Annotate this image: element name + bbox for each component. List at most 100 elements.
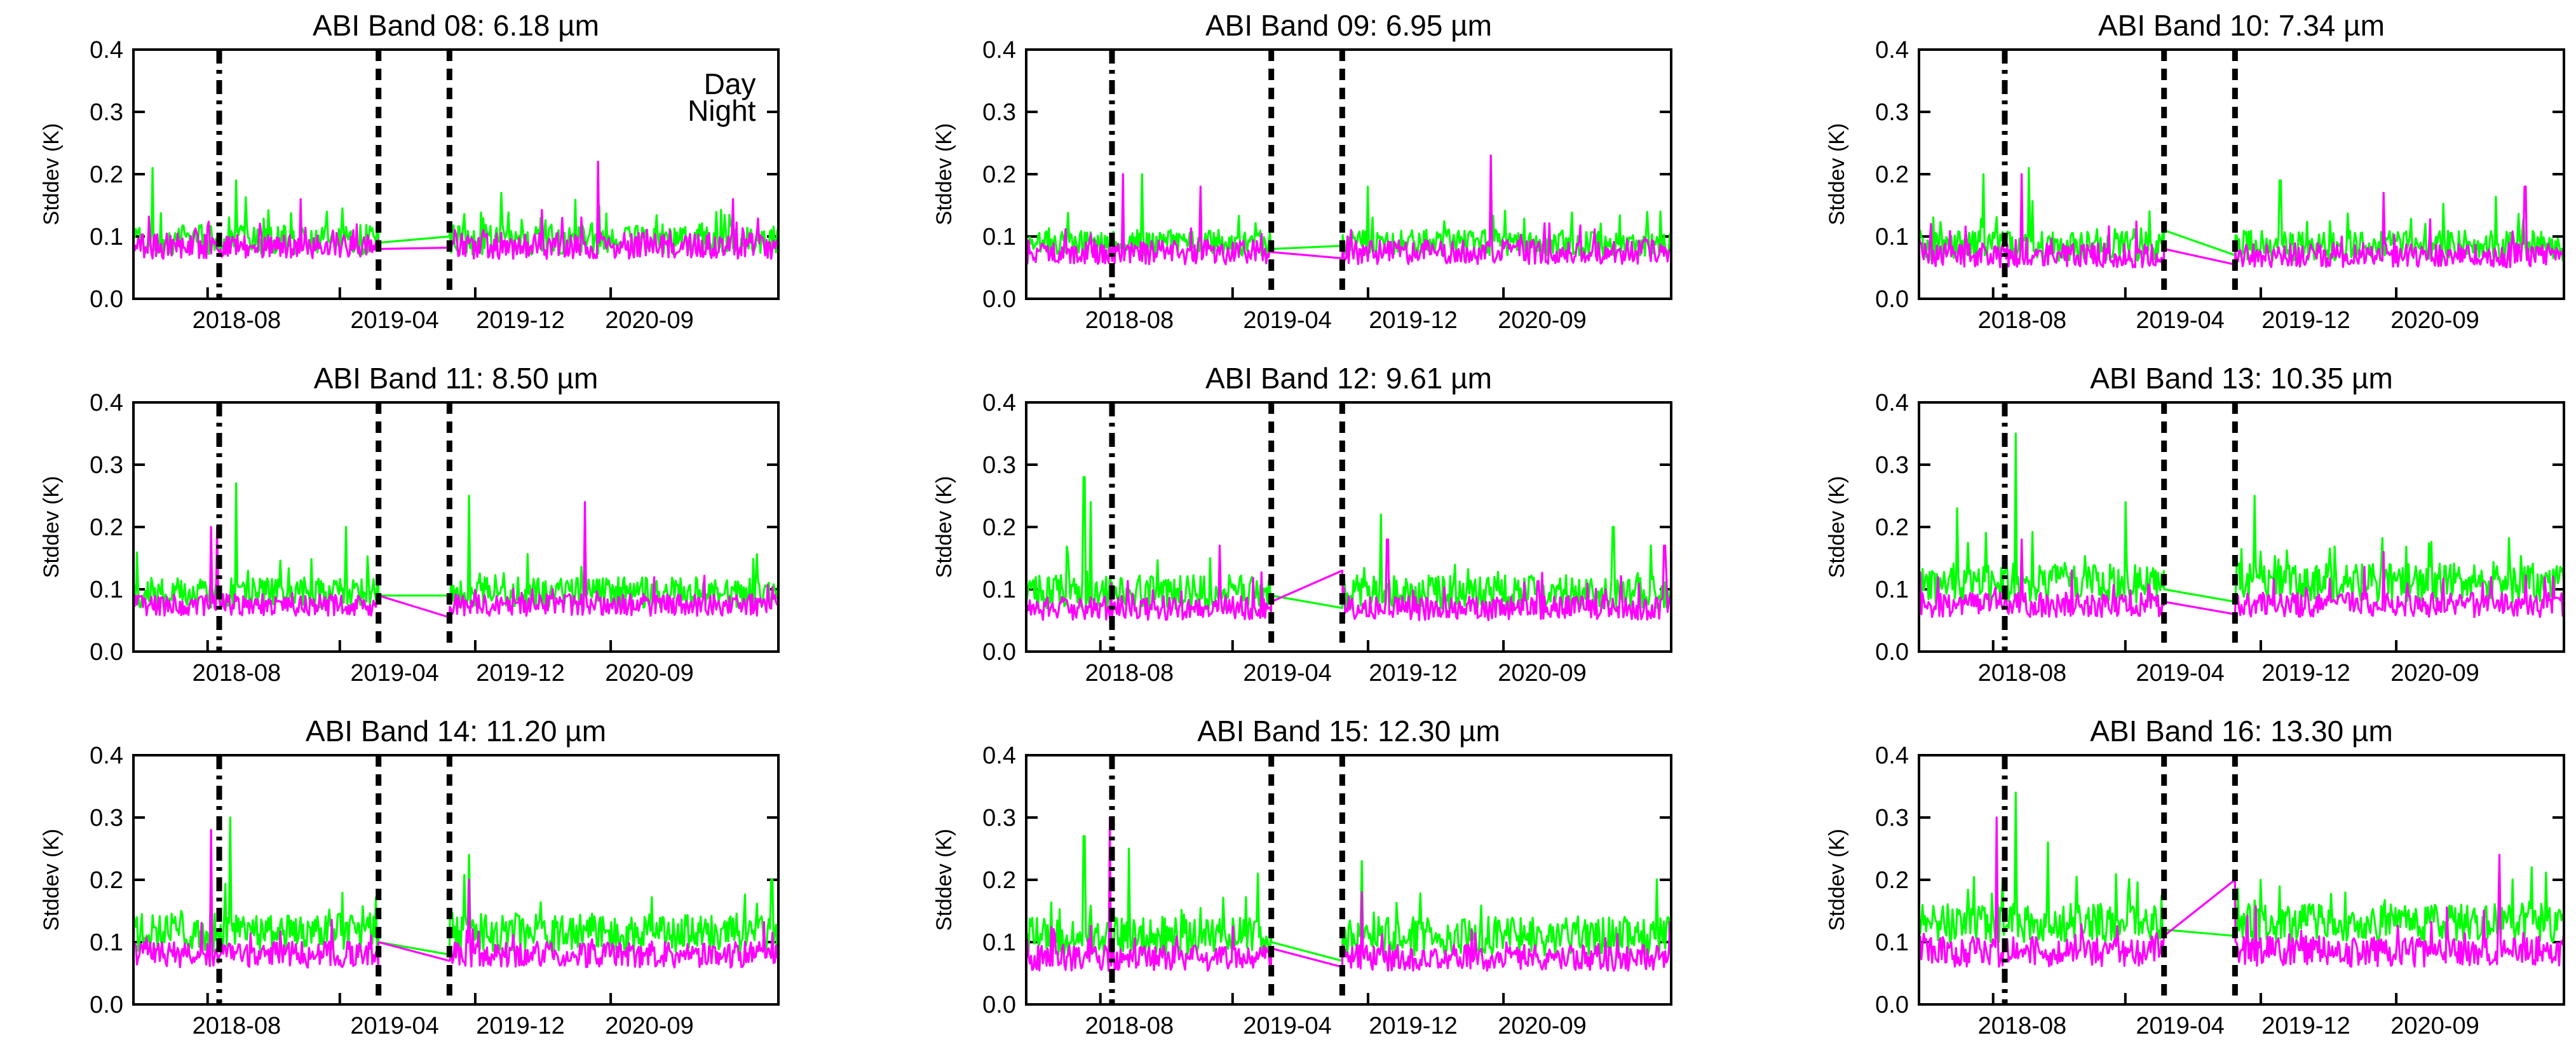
x-tick-label: 2019-04 [350, 307, 438, 334]
y-tick-label: 0.2 [1875, 161, 1909, 188]
panel-5: ABI Band 12: 9.61 µm Stddev (K) 0.0 0.1 0.2 0… [932, 362, 1672, 687]
panel-title: ABI Band 14: 11.20 µm [306, 715, 606, 748]
x-tick-label: 2020-09 [1498, 307, 1586, 334]
y-tick-label: 0.1 [1875, 224, 1909, 250]
y-tick-label: 0.4 [1875, 743, 1909, 769]
x-tick-label: 2020-09 [2390, 660, 2479, 687]
series-line-night [1025, 476, 1672, 611]
y-tick-label: 0.3 [90, 452, 123, 479]
x-tick-label: 2019-04 [1243, 307, 1331, 334]
x-tick-label: 2019-04 [1243, 1013, 1331, 1039]
y-tick-label: 0.2 [90, 161, 123, 188]
x-tick-label: 2020-09 [2390, 1013, 2479, 1039]
y-tick-label: 0.0 [90, 286, 123, 313]
series-line-day [1025, 816, 1672, 972]
x-tick-label: 2019-12 [476, 307, 564, 334]
y-axis-label: Stddev (K) [1825, 123, 1849, 226]
panel-4: ABI Band 11: 8.50 µm Stddev (K) 0.0 0.1 0.2 0… [39, 362, 780, 687]
series-line-day [133, 829, 780, 969]
y-tick-label: 0.4 [982, 37, 1016, 64]
panel-6: ABI Band 13: 10.35 µm Stddev (K) 0.0 0.1 0.2… [1825, 362, 2565, 687]
series-line-night [1918, 432, 2565, 604]
y-axis-label: Stddev (K) [932, 829, 956, 931]
plot-frame [132, 48, 780, 300]
y-tick-label: 0.1 [1875, 929, 1909, 956]
y-axis-label: Stddev (K) [932, 476, 956, 578]
series-line-day [132, 501, 779, 619]
panel-title: ABI Band 10: 7.34 µm [2098, 9, 2385, 42]
series-line-night [132, 482, 780, 609]
x-tick-label: 2019-12 [476, 660, 564, 687]
y-tick-label: 0.0 [1875, 992, 1909, 1018]
x-tick-label: 2018-08 [1978, 660, 2066, 687]
y-tick-label: 0.2 [90, 867, 123, 894]
y-tick-label: 0.4 [90, 37, 123, 64]
y-tick-label: 0.1 [90, 577, 123, 603]
x-tick-label: 2019-12 [2261, 1013, 2350, 1039]
y-tick-label: 0.0 [90, 992, 123, 1018]
series-line-night [1918, 791, 2565, 944]
x-tick-label: 2018-08 [193, 307, 281, 334]
y-tick-label: 0.2 [982, 161, 1016, 188]
y-tick-label: 0.1 [90, 224, 123, 250]
plot-frame [132, 401, 780, 653]
y-tick-label: 0.4 [1875, 390, 1909, 416]
x-tick-label: 2019-04 [1243, 660, 1331, 687]
plot-frame [1025, 401, 1672, 653]
x-tick-label: 2019-12 [1369, 660, 1457, 687]
y-tick-label: 0.1 [1875, 577, 1909, 603]
y-tick-label: 0.0 [982, 286, 1016, 313]
y-tick-label: 0.4 [982, 743, 1016, 769]
x-tick-label: 2018-08 [1085, 660, 1174, 687]
x-tick-label: 2018-08 [1085, 307, 1174, 334]
y-tick-label: 0.3 [982, 99, 1016, 126]
x-tick-label: 2019-04 [350, 1013, 438, 1039]
series-line-day [1918, 816, 2565, 968]
x-tick-label: 2019-12 [1369, 307, 1457, 334]
y-tick-label: 0.0 [1875, 286, 1909, 313]
y-tick-label: 0.3 [90, 805, 123, 832]
series-line-day [1025, 538, 1672, 622]
x-tick-label: 2019-04 [2136, 307, 2224, 334]
panel-title: ABI Band 09: 6.95 µm [1205, 9, 1492, 42]
x-tick-label: 2020-09 [2390, 307, 2479, 334]
y-tick-label: 0.0 [90, 639, 123, 666]
y-tick-label: 0.3 [1875, 452, 1909, 479]
series-line-day [132, 160, 780, 260]
x-tick-label: 2019-12 [1369, 1013, 1457, 1039]
y-tick-label: 0.0 [1875, 639, 1909, 666]
series-line-night [132, 816, 780, 956]
y-tick-label: 0.3 [982, 805, 1016, 832]
x-tick-label: 2019-04 [350, 660, 438, 687]
y-tick-label: 0.3 [1875, 805, 1909, 832]
y-tick-label: 0.2 [1875, 867, 1909, 894]
panel-9: ABI Band 16: 13.30 µm Stddev (K) 0.0 0.1 0.2… [1825, 715, 2565, 1039]
legend-day: Day [704, 67, 756, 100]
panel-8: ABI Band 15: 12.30 µm Stddev (K) 0.0 0.1 0.2… [932, 715, 1672, 1039]
y-tick-label: 0.2 [1875, 514, 1909, 541]
series-line-night [1025, 835, 1672, 962]
panel-title: ABI Band 08: 6.18 µm [313, 9, 599, 42]
x-tick-label: 2020-09 [1498, 1013, 1586, 1039]
panel-title: ABI Band 11: 8.50 µm [314, 362, 599, 395]
panel-title: ABI Band 15: 12.30 µm [1197, 715, 1500, 748]
series-line-day [1918, 173, 2565, 269]
x-tick-label: 2018-08 [1978, 1013, 2066, 1039]
y-axis-label: Stddev (K) [932, 123, 956, 226]
y-tick-label: 0.0 [982, 992, 1016, 1018]
plot-frame [1025, 48, 1672, 300]
panel-3: ABI Band 10: 7.34 µm Stddev (K) 0.0 0.1 0.2 0… [1825, 9, 2565, 334]
x-tick-label: 2019-12 [2261, 660, 2350, 687]
panel-2: ABI Band 09: 6.95 µm Stddev (K) 0.0 0.1 0.2 0… [932, 9, 1672, 334]
panel-7: ABI Band 14: 11.20 µm Stddev (K) 0.0 0.1 0.2… [39, 715, 780, 1039]
x-tick-label: 2020-09 [605, 307, 693, 334]
panel-title: ABI Band 13: 10.35 µm [2090, 362, 2393, 395]
y-tick-label: 0.3 [1875, 99, 1909, 126]
y-tick-label: 0.2 [90, 514, 123, 541]
series-line-day [1918, 538, 2565, 619]
series-line-night [132, 167, 780, 256]
y-axis-label: Stddev (K) [39, 476, 64, 578]
y-tick-label: 0.4 [90, 743, 123, 769]
x-tick-label: 2019-04 [2136, 1013, 2224, 1039]
